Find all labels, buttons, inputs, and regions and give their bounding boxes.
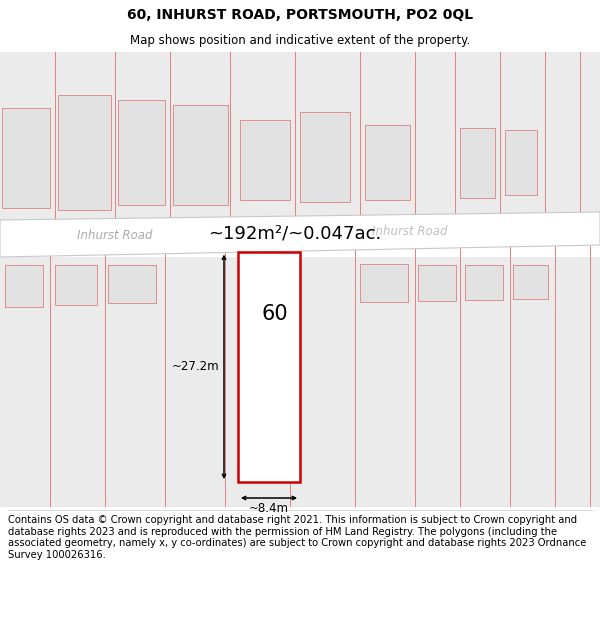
Bar: [0, 52, 600, 220]
Bar: [240, 120, 290, 200]
Text: Inhurst Road: Inhurst Road: [372, 225, 448, 238]
Bar: [2, 108, 50, 208]
Bar: [360, 264, 408, 302]
Text: ~8.4m: ~8.4m: [249, 502, 289, 515]
Text: 60: 60: [262, 304, 289, 324]
Bar: [0, 257, 600, 507]
Bar: [300, 112, 350, 202]
Bar: [108, 265, 156, 303]
Bar: [238, 252, 300, 482]
Text: Map shows position and indicative extent of the property.: Map shows position and indicative extent…: [130, 34, 470, 47]
Bar: [173, 105, 228, 205]
Bar: [465, 265, 503, 300]
Bar: [505, 130, 537, 195]
Text: Contains OS data © Crown copyright and database right 2021. This information is : Contains OS data © Crown copyright and d…: [8, 515, 586, 560]
Bar: [55, 265, 97, 305]
Text: ~192m²/~0.047ac.: ~192m²/~0.047ac.: [208, 224, 382, 243]
Text: 60, INHURST ROAD, PORTSMOUTH, PO2 0QL: 60, INHURST ROAD, PORTSMOUTH, PO2 0QL: [127, 8, 473, 21]
Bar: [5, 265, 43, 307]
Bar: [58, 95, 111, 210]
Bar: [118, 100, 165, 205]
Bar: [365, 125, 410, 200]
Bar: [513, 265, 548, 299]
Polygon shape: [0, 212, 600, 257]
Bar: [460, 128, 495, 198]
Bar: [418, 265, 456, 301]
Text: Inhurst Road: Inhurst Road: [77, 229, 153, 242]
Text: ~27.2m: ~27.2m: [172, 360, 219, 373]
